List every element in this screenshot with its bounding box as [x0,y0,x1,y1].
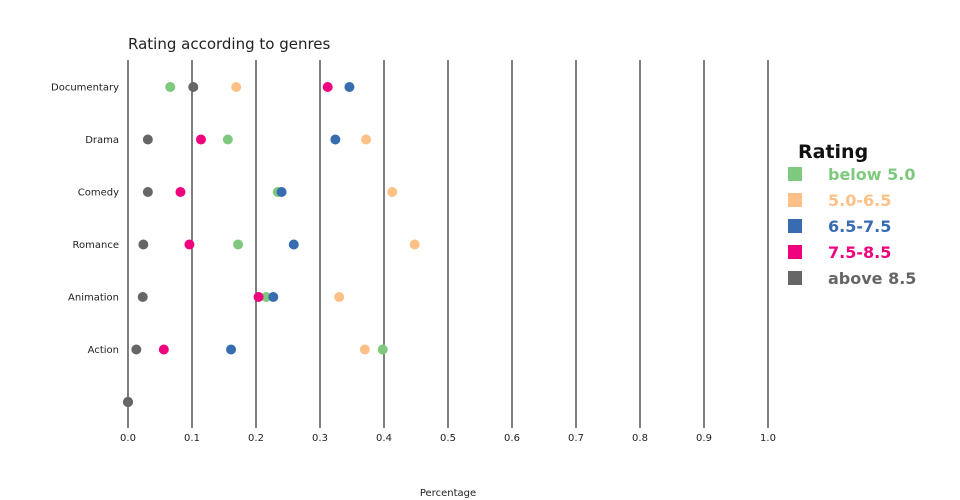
data-point [288,239,299,250]
x-tick-label: 0.6 [504,433,520,444]
data-point [226,344,237,355]
x-tick-label: 0.5 [440,433,456,444]
data-point [344,82,355,92]
data-point [361,134,372,145]
gridlines [127,60,769,428]
legend-swatch [788,245,802,259]
legend-title: Rating [798,141,868,163]
y-tick-label: Action [88,345,119,356]
legend-swatch [788,271,802,285]
x-tick-labels: 0.0 0.1 0.2 0.3 0.4 0.5 0.6 0.7 0.8 0.9 1.0 [120,433,776,444]
data-point [142,134,153,145]
data-point [233,239,244,250]
data-point [184,239,195,250]
data-points [123,82,420,407]
y-tick-label: Animation [68,293,119,304]
data-point [253,292,264,302]
data-point [222,134,233,145]
data-point [165,82,176,92]
data-point [188,82,199,92]
y-tick-label: Drama [85,135,119,146]
x-axis-label: Percentage [420,488,476,499]
data-point [387,187,398,197]
x-tick-label: 0.3 [312,433,328,444]
x-tick-label: 0.9 [696,433,712,444]
y-tick-labels: Documentary Drama Comedy Romance Animation Ac… [51,83,119,357]
data-point [409,239,420,250]
x-tick-label: 0.1 [184,433,200,444]
legend-label: 7.5-8.5 [828,243,891,262]
legend-label: 5.0-6.5 [828,191,891,210]
data-point [158,344,169,355]
data-point [276,187,287,197]
data-point [261,292,272,302]
legend: Rating below 5.0 5.0-6.5 6.5-7.5 7.5-8.5 abo… [788,141,916,288]
y-tick-label: Comedy [78,188,119,199]
x-tick-label: 0.2 [248,433,264,444]
x-tick-label: 0.0 [120,433,136,444]
y-tick-label: Documentary [51,83,119,94]
data-point [322,82,333,92]
legend-label: below 5.0 [828,165,915,184]
legend-label: 6.5-7.5 [828,217,891,236]
data-point [268,292,279,302]
data-point [175,187,186,197]
legend-swatch [788,167,802,181]
legend-swatch [788,193,802,207]
data-point [138,239,149,250]
data-point [123,397,133,407]
legend-swatch [788,219,802,233]
data-point [195,134,206,145]
x-tick-label: 0.7 [568,433,584,444]
y-tick-label: Romance [73,240,119,251]
data-point [137,292,148,302]
data-point [330,134,341,145]
chart-title: Rating according to genres [128,35,331,53]
legend-label: above 8.5 [828,269,916,288]
data-point [231,82,242,92]
x-tick-label: 0.8 [632,433,648,444]
data-point [334,292,345,302]
data-point [359,344,370,355]
data-point [131,344,142,355]
x-tick-label: 1.0 [760,433,776,444]
data-point [142,187,153,197]
data-point [377,344,388,355]
x-tick-label: 0.4 [376,433,392,444]
